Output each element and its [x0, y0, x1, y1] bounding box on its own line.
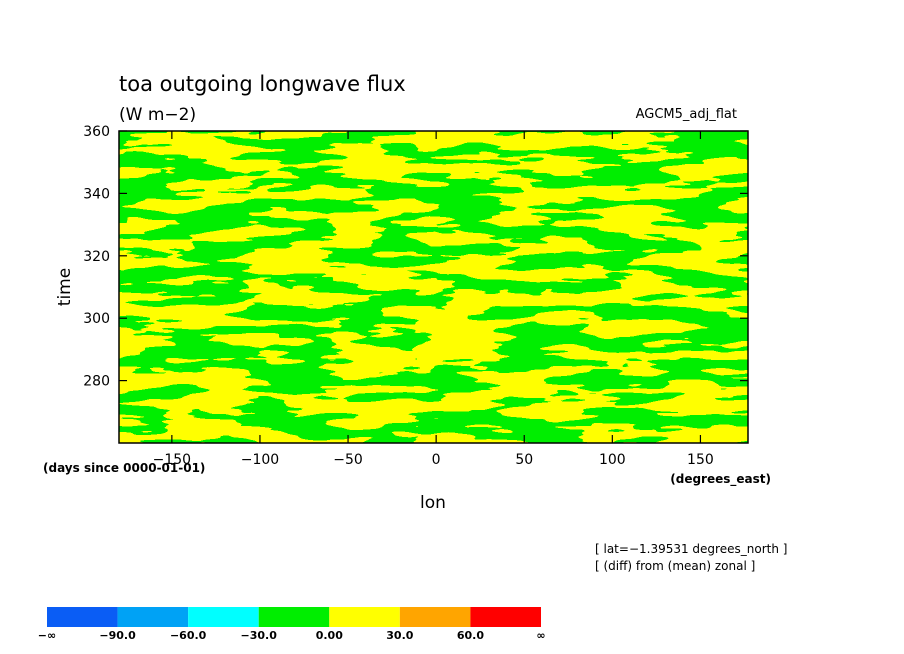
- colorbar-swatch: [258, 607, 330, 627]
- note-latitude: [ lat=−1.39531 degrees_north ]: [595, 542, 787, 556]
- colorbar-label: ∞: [536, 629, 545, 642]
- chart-title: toa outgoing longwave flux: [119, 72, 406, 96]
- note-diff: [ (diff) from (mean) zonal ]: [595, 559, 755, 573]
- colorbar-label: 30.0: [386, 629, 413, 642]
- colorbar-label: −30.0: [241, 629, 278, 642]
- x-tick-label: −50: [333, 452, 363, 468]
- colorbar: −∞ −90.0 −60.0 −30.0 0.00 30.0 60.0 ∞: [38, 607, 546, 642]
- colorbar-label: 0.00: [316, 629, 343, 642]
- y-tick-label: 320: [83, 249, 110, 265]
- x-tick-label: −150: [153, 452, 191, 468]
- x-tick-label: 50: [515, 452, 533, 468]
- plot-frame: [118, 130, 749, 444]
- y-tick-label: 280: [83, 374, 110, 390]
- colorbar-label: 60.0: [457, 629, 484, 642]
- colorbar-label: −90.0: [99, 629, 136, 642]
- x-tick-label: 0: [432, 452, 441, 468]
- plot-area: [119, 131, 748, 443]
- y-tick-label: 300: [83, 311, 110, 327]
- colorbar-swatch: [329, 607, 400, 627]
- y-tick-label: 340: [83, 186, 110, 202]
- x-tick-label: 100: [599, 452, 626, 468]
- y-tick-label: 360: [83, 124, 110, 140]
- x-tick-label: 150: [687, 452, 714, 468]
- y-axis-units: (days since 0000-01-01): [43, 461, 205, 475]
- x-axis-ticks: −150 −100 −50 0 50 100 150: [153, 131, 714, 468]
- run-label: AGCM5_adj_flat: [636, 107, 737, 122]
- x-tick-label: −100: [241, 452, 279, 468]
- field-pattern: [119, 131, 748, 443]
- colorbar-swatch: [399, 607, 471, 627]
- colorbar-swatch: [117, 607, 189, 627]
- colorbar-swatch: [47, 607, 118, 627]
- chart-units: (W m−2): [119, 105, 196, 125]
- x-axis-label: lon: [420, 493, 446, 513]
- colorbar-swatch: [470, 607, 541, 627]
- colorbar-label: −60.0: [170, 629, 207, 642]
- colorbar-swatch: [188, 607, 259, 627]
- x-axis-units: (degrees_east): [670, 472, 771, 487]
- y-axis-ticks: 280 300 320 340 360: [83, 124, 748, 390]
- y-axis-label: time: [55, 268, 75, 306]
- colorbar-label: −∞: [38, 629, 56, 642]
